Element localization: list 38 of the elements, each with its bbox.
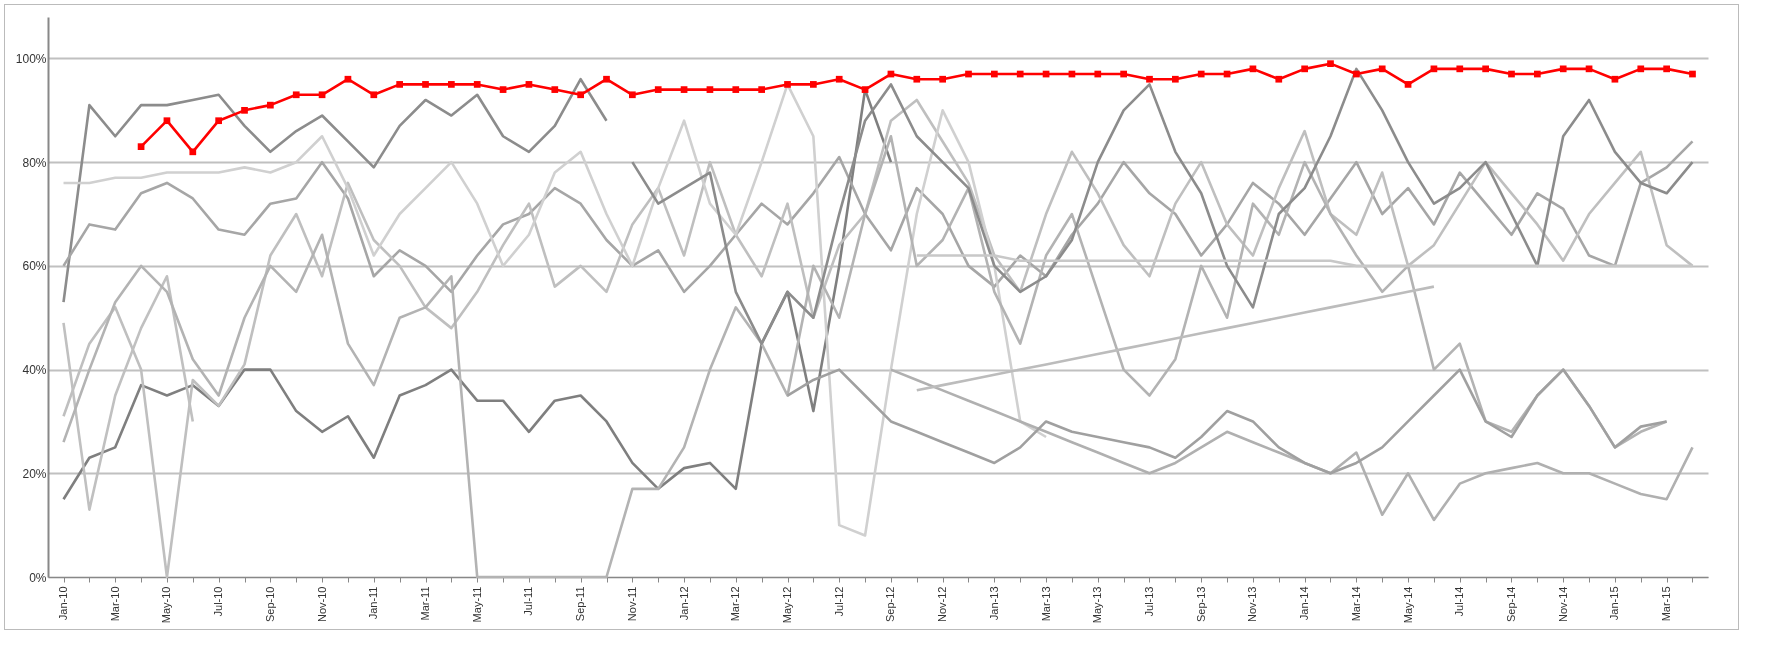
x-tick-label: Nov-14 — [1556, 586, 1569, 622]
y-tick-label: 0% — [29, 570, 47, 585]
x-tick-label: May-10 — [160, 586, 173, 624]
x-tick-label: Jul-13 — [1143, 586, 1155, 617]
x-tick-label: Nov-12 — [936, 586, 949, 622]
x-tick-label: Jul-11 — [522, 586, 535, 616]
x-tick-label: Sep-12 — [884, 586, 897, 622]
x-tick-label: Jan-14 — [1298, 586, 1311, 621]
x-tick-label: Jan-15 — [1608, 586, 1621, 621]
y-tick-label: 80% — [22, 155, 47, 170]
x-tick-label: Jul-10 — [212, 586, 225, 617]
x-tick-label: May-11 — [470, 586, 483, 623]
y-tick-label: 40% — [22, 363, 47, 378]
y-tick-label: 20% — [22, 466, 47, 481]
x-tick-label: Jan-11 — [367, 586, 380, 620]
x-tick-label: Nov-11 — [625, 586, 638, 622]
x-tick-label: Jan-12 — [677, 586, 690, 621]
x-tick-label: Nov-10 — [315, 586, 328, 622]
x-tick-label: Mar-13 — [1039, 586, 1052, 622]
x-tick-label: Sep-10 — [263, 586, 276, 622]
x-tick-label: Mar-12 — [729, 586, 742, 622]
x-tick-label: May-12 — [781, 586, 793, 624]
x-tick-label: Jul-12 — [832, 586, 845, 617]
x-tick-label: Mar-14 — [1349, 586, 1362, 622]
x-tick-label: Jan-13 — [987, 586, 1000, 621]
x-tick-label: Mar-11 — [419, 586, 432, 621]
x-tick-label: Sep-14 — [1504, 586, 1517, 622]
x-tick-label: Sep-11 — [574, 586, 587, 622]
x-tick-label: Nov-13 — [1246, 586, 1259, 622]
x-tick-label: May-14 — [1401, 586, 1414, 624]
x-tick-label: Jan-10 — [57, 586, 70, 621]
x-tick-label: May-13 — [1091, 586, 1104, 624]
y-tick-label: 100% — [15, 51, 47, 66]
x-tick-label: Sep-13 — [1194, 586, 1207, 622]
x-tick-label: Mar-15 — [1660, 586, 1673, 622]
x-tick-label: Jul-14 — [1453, 586, 1466, 617]
y-tick-label: 60% — [22, 259, 47, 274]
x-tick-label: Mar-10 — [108, 586, 121, 622]
